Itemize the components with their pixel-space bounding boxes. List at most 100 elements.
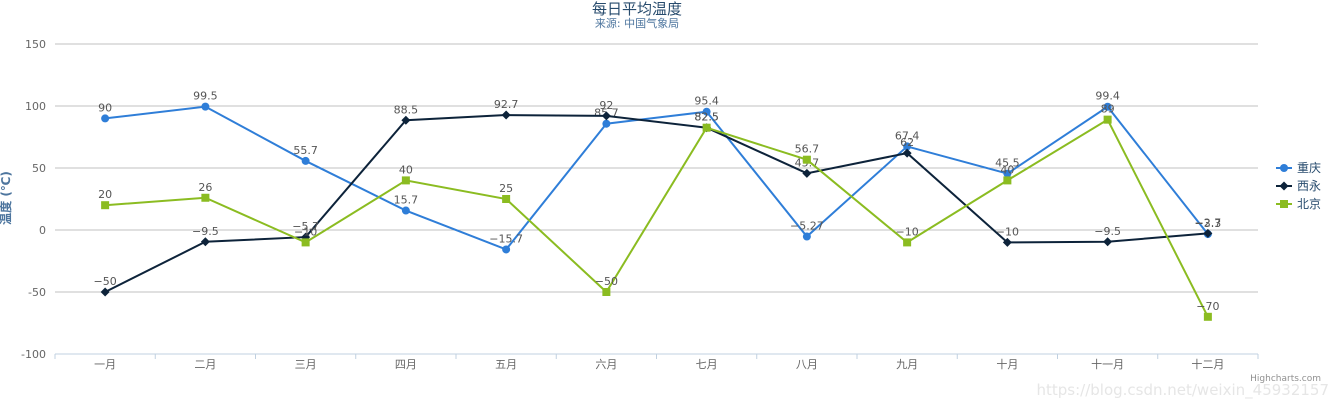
- data-label: 90: [98, 101, 112, 114]
- x-tick-label: 七月: [696, 358, 718, 371]
- y-tick-label: 50: [32, 162, 46, 175]
- data-label: 26: [198, 181, 212, 194]
- x-tick-label: 四月: [395, 358, 417, 371]
- data-label: 67.4: [895, 129, 920, 142]
- data-label: 55.7: [293, 144, 318, 157]
- data-label: −5.7: [292, 220, 319, 233]
- legend-item[interactable]: 西永: [1276, 179, 1321, 193]
- data-label: −15.7: [489, 232, 523, 245]
- series-3: 20 26 −10 40 25 −50 82.5 56.7 −10 40 89 −70: [98, 103, 1219, 321]
- data-label: −50: [94, 275, 117, 288]
- chart-subtitle: 来源: 中国气象局: [595, 16, 679, 30]
- data-label: 25: [499, 182, 513, 195]
- data-point-marker: [100, 287, 110, 297]
- legend-item[interactable]: 重庆: [1276, 161, 1321, 175]
- data-point-marker: [201, 193, 210, 202]
- series-1: 9099.555.715.7−15.785.795.4−5.2767.445.5…: [98, 90, 1221, 254]
- x-tick-label: 十月: [996, 357, 1018, 371]
- data-point-marker: [401, 176, 410, 185]
- data-point-marker: [1003, 176, 1012, 185]
- data-point-marker: [902, 148, 912, 158]
- data-label: −50: [595, 275, 618, 288]
- series-line: [105, 118, 1209, 318]
- data-point-marker: [1280, 164, 1288, 172]
- data-point-marker: [502, 195, 511, 203]
- data-label: 62: [900, 136, 914, 149]
- data-point-marker: [1280, 200, 1288, 208]
- data-label: 82.5: [694, 111, 719, 124]
- data-point-marker: [802, 155, 811, 164]
- data-label: 92: [599, 99, 613, 112]
- data-label: 15.7: [394, 194, 419, 207]
- y-tick-label: 0: [39, 224, 46, 237]
- data-label: 92.7: [494, 98, 519, 111]
- data-label: 88.5: [394, 103, 419, 116]
- x-tick-label: 三月: [295, 358, 317, 371]
- data-point-marker: [702, 123, 711, 132]
- data-point-marker: [1002, 237, 1012, 247]
- data-label: 56.7: [795, 143, 820, 156]
- data-point-marker: [802, 168, 812, 178]
- legend-label: 重庆: [1297, 161, 1321, 175]
- x-axis: 一月 二月 三月 四月 五月 六月 七月 八月 九月 十月 十一月 十二月: [54, 353, 1259, 371]
- data-label: 89: [1101, 103, 1115, 116]
- data-label: 99.4: [1095, 90, 1120, 103]
- data-point-marker: [101, 201, 110, 210]
- data-label: −9.5: [1094, 225, 1121, 238]
- data-point-marker: [1003, 169, 1012, 178]
- data-point-marker: [401, 206, 410, 215]
- credits-text[interactable]: Highcharts.com: [1250, 374, 1321, 384]
- data-point-marker: [1103, 102, 1112, 111]
- data-point-marker: [1203, 228, 1213, 238]
- chart-title: 每日平均温度: [592, 0, 682, 18]
- data-label: −10: [294, 225, 317, 238]
- data-point-marker: [301, 156, 310, 165]
- data-label: −2.7: [1195, 216, 1222, 229]
- data-label: 95.4: [694, 95, 719, 108]
- data-point-marker: [1279, 181, 1289, 191]
- data-point-marker: [502, 245, 511, 254]
- data-label: −5.27: [790, 220, 824, 233]
- x-tick-label: 十一月: [1091, 357, 1124, 371]
- data-label: 20: [98, 188, 112, 201]
- data-point-marker: [802, 232, 811, 241]
- legend-label: 西永: [1297, 179, 1321, 193]
- data-point-marker: [1203, 312, 1212, 321]
- y-axis-ticks: -100 -50 0 50 100 150: [21, 38, 46, 361]
- x-tick-label: 二月: [194, 358, 216, 371]
- data-point-marker: [200, 237, 210, 247]
- series-line: [105, 105, 1209, 251]
- gridlines: [55, 43, 1258, 355]
- data-point-marker: [1103, 237, 1113, 247]
- x-tick-label: 五月: [495, 358, 517, 371]
- data-label: −10: [896, 225, 919, 238]
- x-tick-label: 六月: [595, 358, 617, 371]
- data-point-marker: [903, 142, 912, 151]
- data-label: −10: [996, 225, 1019, 238]
- data-point-marker: [201, 102, 210, 111]
- legend-label: 北京: [1297, 197, 1321, 211]
- data-point-marker: [601, 111, 611, 121]
- data-label: 99.5: [193, 90, 218, 103]
- legend-item[interactable]: 北京: [1276, 197, 1321, 211]
- y-tick-label: -50: [28, 286, 46, 299]
- data-point-marker: [101, 114, 110, 123]
- watermark-text: https://blog.csdn.net/weixin_45932157: [1036, 381, 1329, 400]
- series-group: 9099.555.715.7−15.785.795.4−5.2767.445.5…: [94, 90, 1222, 321]
- x-tick-label: 十二月: [1191, 357, 1224, 371]
- data-label: 82.5: [694, 111, 719, 124]
- data-label: 40: [1000, 163, 1014, 176]
- data-point-marker: [501, 110, 511, 120]
- x-tick-label: 八月: [796, 358, 818, 371]
- data-point-marker: [903, 238, 912, 247]
- data-point-marker: [1103, 115, 1112, 124]
- data-point-marker: [602, 288, 611, 296]
- data-label: −3.3: [1195, 217, 1222, 230]
- data-point-marker: [301, 238, 310, 247]
- data-label: 40: [399, 163, 413, 176]
- x-tick-label: 九月: [896, 358, 918, 371]
- data-label: −9.5: [192, 225, 219, 238]
